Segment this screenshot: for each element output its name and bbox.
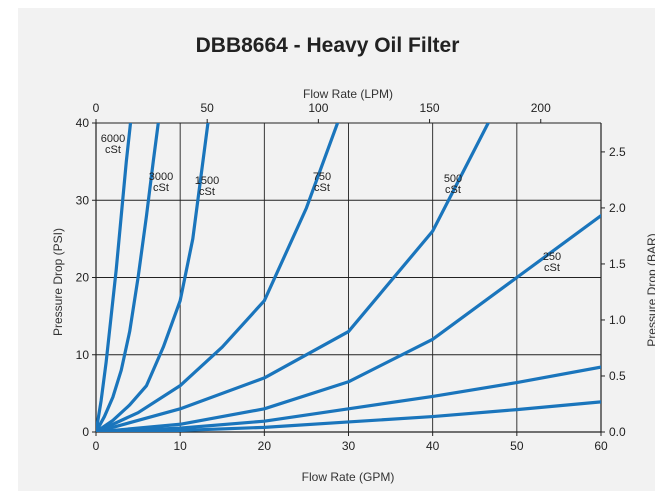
y-right-tick-label: 1.0: [609, 313, 626, 327]
y-right-axis-label: Pressure Drop (BAR): [645, 233, 655, 346]
grid-lines: [96, 122, 602, 432]
x-top-tick-label: 50: [201, 101, 215, 115]
series-label: 250: [543, 251, 561, 263]
y-tick-label: 0: [82, 425, 89, 439]
curves: [96, 123, 601, 432]
x-top-tick-label: 0: [93, 101, 100, 115]
x-top-axis-label: Flow Rate (LPM): [303, 87, 393, 101]
x-tick-label: 50: [510, 439, 524, 453]
x-tick-label: 0: [93, 439, 100, 453]
x-top-tick-label: 200: [531, 101, 551, 115]
x-top-tick-label: 100: [308, 101, 328, 115]
x-top-tick-label: 150: [420, 101, 440, 115]
series-line: [96, 123, 210, 432]
y-axis-label: Pressure Drop (PSI): [51, 228, 65, 336]
x-tick-label: 60: [594, 439, 608, 453]
series-label: 6000: [101, 133, 125, 145]
series-label: cSt: [314, 182, 330, 194]
series-label: cSt: [105, 144, 121, 156]
y-right-tick-label: 1.5: [609, 257, 626, 271]
y-tick-label: 20: [76, 271, 90, 285]
y-right-tick-label: 0.0: [609, 425, 626, 439]
x-tick-label: 40: [426, 439, 440, 453]
y-tick-label: 10: [76, 348, 90, 362]
series-label: 1500: [195, 175, 219, 187]
y-right-tick-label: 0.5: [609, 369, 626, 383]
series-label: 3000: [149, 171, 173, 183]
y-tick-label: 40: [76, 116, 90, 130]
series-line: [96, 123, 160, 432]
series-label: cSt: [544, 262, 560, 274]
y-right-tick-label: 2.0: [609, 201, 626, 215]
series-line: [96, 400, 601, 432]
series-label: cSt: [153, 182, 169, 194]
series-label: 750: [313, 171, 331, 183]
x-tick-label: 30: [342, 439, 356, 453]
chart-title: DBB8664 - Heavy Oil Filter: [195, 34, 460, 57]
series-line: [96, 123, 490, 432]
x-tick-label: 10: [173, 439, 187, 453]
series-label: cSt: [199, 186, 215, 198]
series-line: [96, 214, 601, 432]
y-tick-label: 30: [76, 193, 90, 207]
x-tick-label: 20: [258, 439, 272, 453]
axes: 0 10 20 30 40 50 60 0 50 100 150 200 0 10 20 30 40 0.0 0.5…: [76, 101, 626, 453]
series-label: cSt: [445, 184, 461, 196]
x-axis-label: Flow Rate (GPM): [302, 470, 395, 484]
series-line: [96, 365, 601, 432]
series-label: 500: [444, 173, 462, 185]
series-line: [96, 123, 133, 432]
series-line: [96, 123, 340, 432]
y-right-tick-label: 2.5: [609, 145, 626, 159]
